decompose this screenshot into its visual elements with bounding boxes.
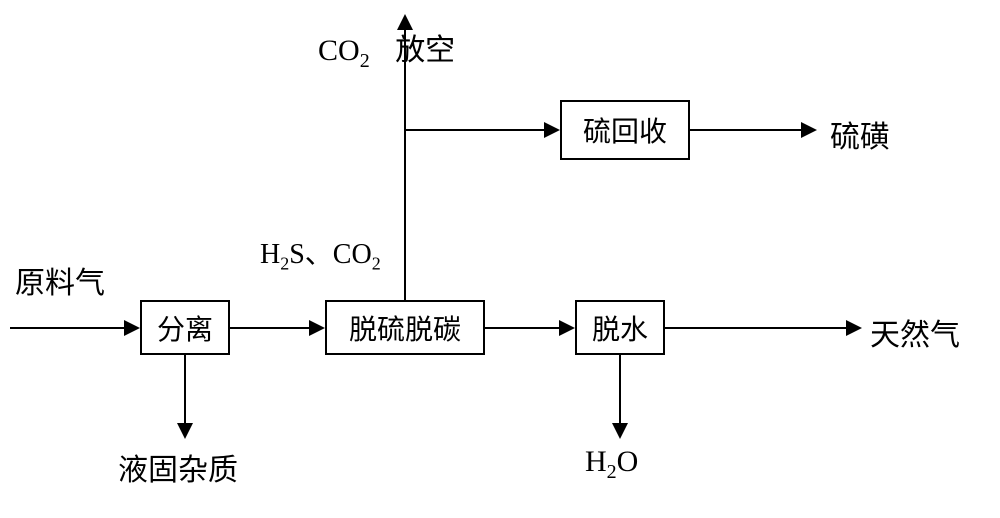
sulfur-recovery-box: 硫回收 — [560, 100, 690, 160]
arrow-sep-down — [177, 423, 193, 439]
feed-gas-text: 原料气 — [15, 267, 105, 300]
edge-desulfur-dewater — [485, 327, 563, 329]
arrow-sep-desulfur — [309, 320, 325, 336]
edge-branch-recovery — [405, 129, 548, 131]
h2o-label: H2O — [585, 445, 638, 484]
separation-box: 分离 — [140, 300, 230, 355]
edge-sep-down — [184, 355, 186, 427]
h2o-o: O — [617, 445, 639, 478]
arrow-dewater-gas — [846, 320, 862, 336]
arrow-desulfur-dewater — [559, 320, 575, 336]
solid-liquid-text: 液固杂质 — [118, 454, 238, 487]
arrow-feed-separation — [124, 320, 140, 336]
sulfur-label: 硫磺 — [830, 112, 890, 156]
dewater-label: 脱水 — [592, 308, 648, 348]
arrow-dewater-down — [612, 423, 628, 439]
natural-gas-label: 天然气 — [870, 310, 960, 354]
h2s-h: H — [260, 239, 280, 270]
feed-gas-label: 原料气 — [15, 258, 105, 302]
solid-liquid-label: 液固杂质 — [118, 445, 238, 489]
desulfur-label: 脱硫脱碳 — [349, 308, 461, 348]
dewater-box: 脱水 — [575, 300, 665, 355]
arrow-branch-recovery — [544, 122, 560, 138]
edge-dewater-down — [619, 355, 621, 427]
desulfur-box: 脱硫脱碳 — [325, 300, 485, 355]
edge-sep-desulfur — [230, 327, 313, 329]
separation-label: 分离 — [157, 308, 213, 348]
h2s-mid: S、CO — [289, 239, 371, 270]
co2-vent-label: CO2 放空 — [318, 25, 455, 73]
h2s-sub2: 2 — [372, 254, 381, 274]
h2s-sub1: 2 — [280, 254, 289, 274]
edge-dewater-gas — [665, 327, 850, 329]
edge-feed-separation — [10, 327, 128, 329]
sulfur-text: 硫磺 — [830, 121, 890, 154]
edge-recovery-sulfur — [690, 129, 805, 131]
co2-sub: 2 — [360, 50, 370, 72]
h2o-h: H — [585, 445, 607, 478]
natural-gas-text: 天然气 — [870, 319, 960, 352]
sulfur-recovery-label: 硫回收 — [583, 110, 667, 150]
h2o-sub: 2 — [607, 461, 617, 483]
arrow-recovery-sulfur — [801, 122, 817, 138]
vent-text: 放空 — [395, 34, 455, 67]
h2s-co2-label: H2S、CO2 — [260, 232, 381, 275]
co2-text: CO — [318, 34, 360, 67]
